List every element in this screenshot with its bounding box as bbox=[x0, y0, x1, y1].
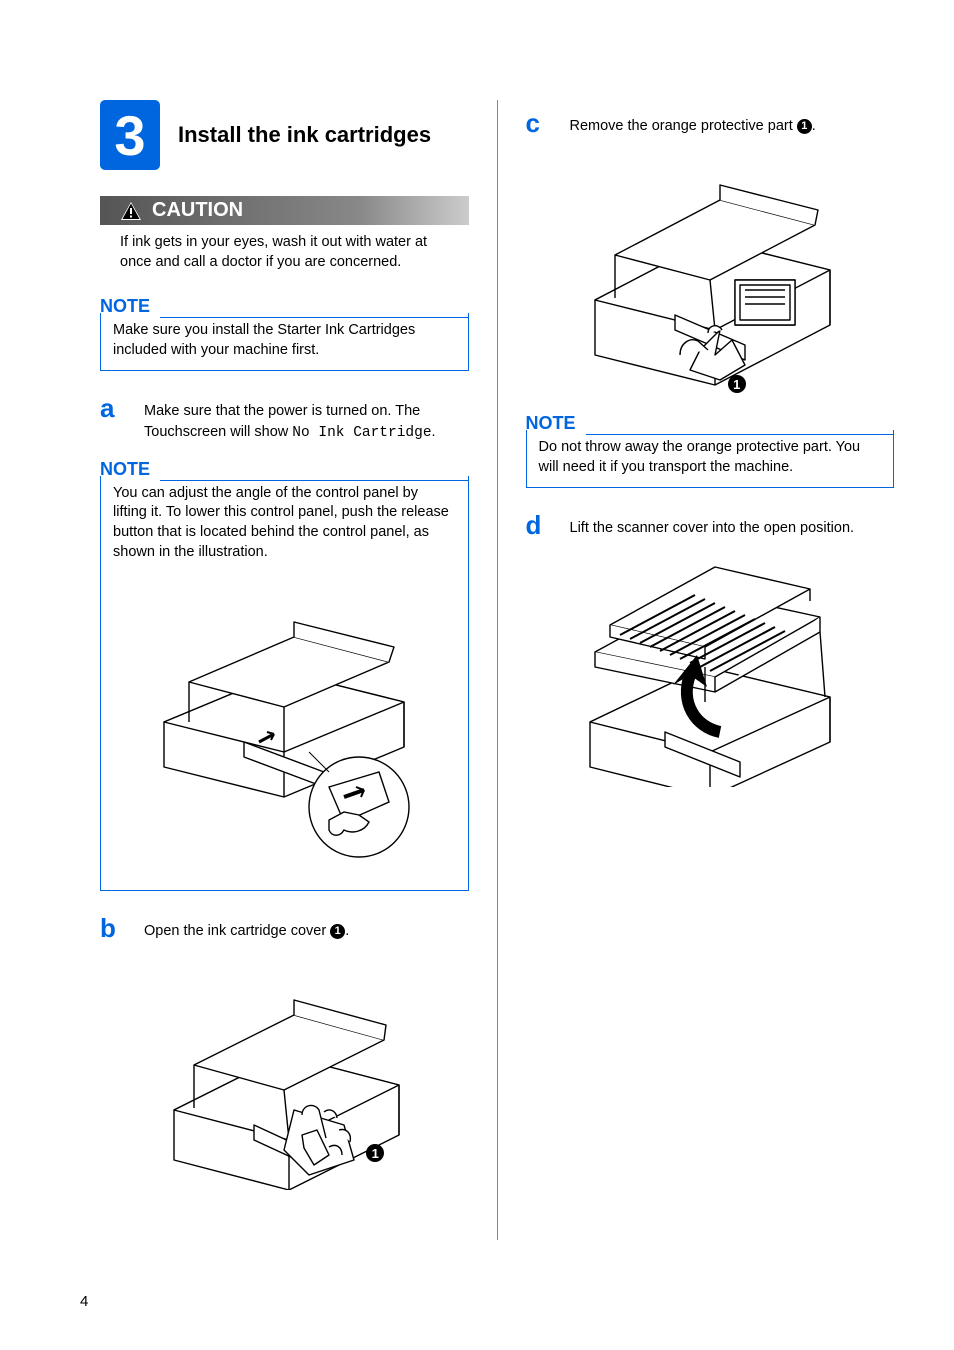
callout-number: 1 bbox=[728, 375, 746, 393]
note-label: NOTE bbox=[100, 296, 150, 317]
step-title: Install the ink cartridges bbox=[178, 122, 431, 148]
illustration-open-cover: 1 bbox=[154, 960, 414, 1190]
note-text: Do not throw away the orange protective … bbox=[526, 430, 895, 488]
substep-a: a Make sure that the power is turned on.… bbox=[100, 393, 469, 443]
substep-text: Open the ink cartridge cover 1. bbox=[144, 913, 469, 941]
note-3: NOTE Do not throw away the orange protec… bbox=[526, 413, 895, 488]
note-2: NOTE You can adjust the angle of the con… bbox=[100, 459, 469, 891]
step-number-badge: 3 bbox=[100, 100, 160, 170]
column-divider bbox=[497, 100, 498, 1240]
substep-letter: c bbox=[526, 108, 550, 139]
warning-icon bbox=[120, 201, 142, 221]
substep-text: Lift the scanner cover into the open pos… bbox=[570, 510, 895, 538]
substep-letter: a bbox=[100, 393, 124, 424]
callout-ref: 1 bbox=[330, 924, 345, 939]
note-label: NOTE bbox=[100, 459, 150, 480]
left-column: 3 Install the ink cartridges CAUTION If … bbox=[100, 100, 469, 1240]
note-label: NOTE bbox=[526, 413, 576, 434]
illustration-control-panel bbox=[134, 572, 434, 862]
substep-c: c Remove the orange protective part 1. bbox=[526, 108, 895, 139]
step-header: 3 Install the ink cartridges bbox=[100, 100, 469, 170]
illustration-lift-scanner bbox=[565, 557, 855, 787]
substep-text: Make sure that the power is turned on. T… bbox=[144, 393, 469, 443]
note-text: You can adjust the angle of the control … bbox=[100, 476, 469, 891]
substep-letter: d bbox=[526, 510, 550, 541]
substep-d: d Lift the scanner cover into the open p… bbox=[526, 510, 895, 541]
callout-ref: 1 bbox=[797, 119, 812, 134]
note-rule bbox=[586, 434, 894, 435]
substep-text: Remove the orange protective part 1. bbox=[570, 108, 895, 136]
substep-b: b Open the ink cartridge cover 1. bbox=[100, 913, 469, 944]
note-rule bbox=[160, 480, 468, 481]
caution-label: CAUTION bbox=[152, 199, 243, 222]
illustration-remove-part: 1 bbox=[570, 155, 850, 395]
caution-text: If ink gets in your eyes, wash it out wi… bbox=[100, 233, 469, 272]
page-number: 4 bbox=[80, 1293, 88, 1310]
substep-letter: b bbox=[100, 913, 124, 944]
note-text: Make sure you install the Starter Ink Ca… bbox=[100, 313, 469, 371]
right-column: c Remove the orange protective part 1. bbox=[526, 100, 895, 1240]
note-1: NOTE Make sure you install the Starter I… bbox=[100, 296, 469, 371]
note-rule bbox=[160, 317, 468, 318]
caution-header: CAUTION bbox=[100, 196, 469, 225]
